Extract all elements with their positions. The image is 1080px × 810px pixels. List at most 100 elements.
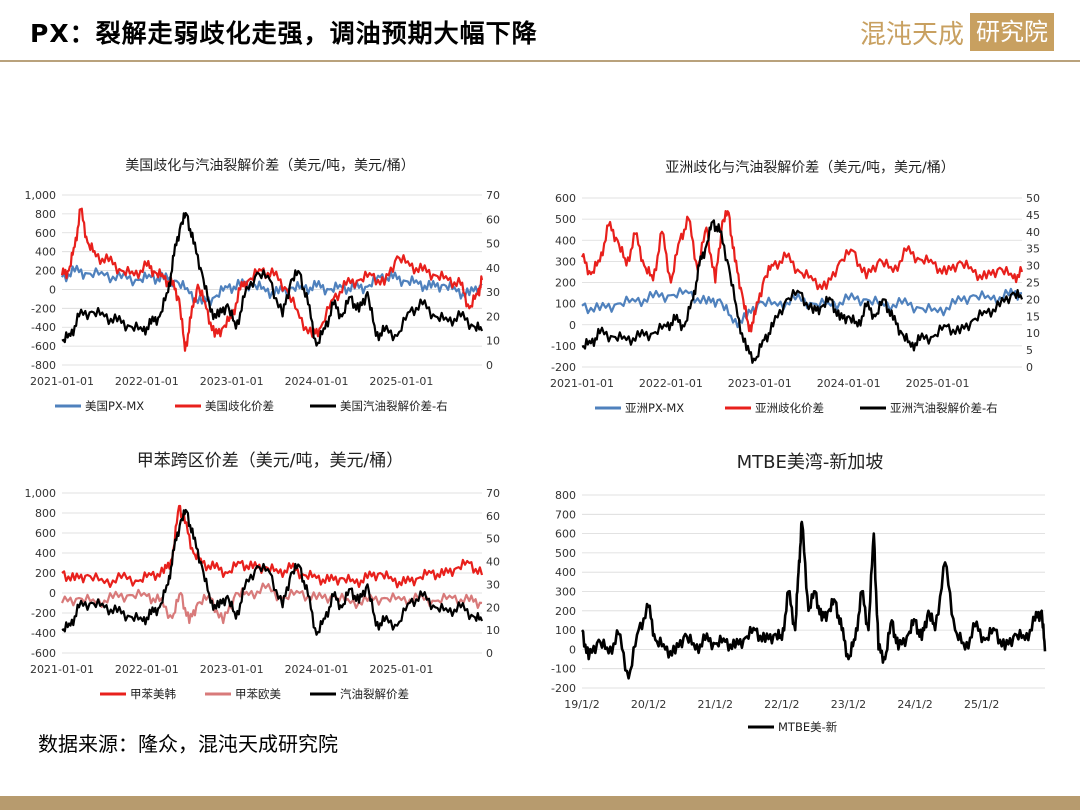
- y-tick-label-left: 0: [569, 319, 576, 332]
- y-tick-label-left: -400: [31, 627, 56, 640]
- chart-svg-us: 美国歧化与汽油裂解价差（美元/吨，美元/桶） -800 -600 -400 -200 0 2…: [25, 158, 501, 413]
- x-tick-label: 2021-01-01: [30, 375, 94, 388]
- y-tick-label-right: 45: [1026, 209, 1040, 222]
- data-source-note: 数据来源：隆众，混沌天成研究院: [38, 732, 338, 756]
- y-tick-label-right: 40: [486, 556, 500, 569]
- y-tick-label-left: -200: [31, 302, 56, 315]
- chart-svg-toluene: 甲苯跨区价差（美元/吨，美元/桶）-600-400-20002004006008…: [25, 451, 501, 701]
- y-tick-label-right: 25: [1026, 277, 1040, 290]
- x-tick-label: 20/1/2: [631, 698, 666, 711]
- x-tick-label: 2024-01-01: [817, 377, 881, 390]
- y-tick-label-left: 600: [555, 528, 576, 541]
- y-tick-label-right: 5: [1026, 344, 1033, 357]
- y-tick-label-left: 100: [555, 298, 576, 311]
- x-tick-label: 2022-01-01: [639, 377, 703, 390]
- series-line-asia-2: [581, 219, 1024, 364]
- x-tick-label: 2022-01-01: [115, 663, 179, 676]
- series-line-us-0: [61, 264, 483, 307]
- x-tick-label: 2024-01-01: [285, 663, 349, 676]
- legend-label: 汽油裂解价差: [340, 687, 409, 701]
- series-line-toluene-0: [61, 504, 484, 589]
- y-tick-label-left: 500: [555, 213, 576, 226]
- y-tick-label-left: 600: [35, 527, 56, 540]
- y-tick-label-left: 400: [555, 234, 576, 247]
- x-tick-label: 2025-01-01: [369, 663, 433, 676]
- chart-svg-asia: 亚洲歧化与汽油裂解价差（美元/吨，美元/桶）-200-1000100200300…: [550, 160, 1040, 415]
- chart-title: MTBE美湾-新加坡: [737, 452, 884, 473]
- y-tick-label-right: 50: [486, 238, 500, 251]
- y-tick-label-left: -200: [551, 682, 576, 695]
- y-tick-label-right: 30: [1026, 260, 1040, 273]
- y-tick-label-right: 50: [486, 533, 500, 546]
- y-tick-label-left: 300: [555, 586, 576, 599]
- y-tick-label-right: 0: [486, 647, 493, 660]
- chart-svg-mtbe: MTBE美湾-新加坡 -200 -100 0 100 200 300 400 500 600 700…: [551, 452, 1047, 734]
- x-tick-label: 2023-01-01: [200, 663, 264, 676]
- y-tick-label-left: 500: [555, 547, 576, 560]
- y-tick-label-left: -600: [31, 340, 56, 353]
- x-tick-label: 25/1/2: [964, 698, 999, 711]
- y-tick-label-left: 200: [35, 265, 56, 278]
- y-tick-label-left: 200: [555, 605, 576, 618]
- y-tick-label-left: -200: [31, 607, 56, 620]
- y-tick-label-right: 40: [1026, 226, 1040, 239]
- chart-asia-disproportionation: 亚洲歧化与汽油裂解价差（美元/吨，美元/桶） -200 -100 0 100 200 300…: [540, 140, 1080, 430]
- y-tick-label-right: 50: [1026, 192, 1040, 205]
- chart-mtbe-spread: MTBE美湾-新加坡 -200 -100 0 100 200 300 400 500 600 700…: [540, 440, 1080, 740]
- legend-label: 甲苯美韩: [130, 687, 176, 701]
- y-tick-label-left: -100: [551, 663, 576, 676]
- logo-text-right: 研究院: [970, 13, 1054, 51]
- y-tick-label-left: -400: [31, 321, 56, 334]
- legend-label: 亚洲汽油裂解价差-右: [890, 401, 998, 415]
- y-tick-label-left: 300: [555, 255, 576, 268]
- y-tick-label-left: 1,000: [25, 487, 57, 500]
- y-tick-label-left: 600: [35, 227, 56, 240]
- x-tick-label: 2022-01-01: [115, 375, 179, 388]
- y-tick-label-left: 400: [35, 547, 56, 560]
- y-tick-label-right: 10: [1026, 327, 1040, 340]
- y-tick-label-right: 70: [486, 189, 500, 202]
- legend-label: 亚洲歧化价差: [755, 401, 824, 415]
- y-tick-label-left: 0: [569, 643, 576, 656]
- chart-title: 亚洲歧化与汽油裂解价差（美元/吨，美元/桶）: [665, 160, 954, 176]
- y-tick-label-left: 800: [35, 208, 56, 221]
- legend-label: 美国汽油裂解价差-右: [340, 399, 448, 413]
- y-tick-label-left: -600: [31, 647, 56, 660]
- x-tick-label: 2025-01-01: [906, 377, 970, 390]
- y-tick-label-right: 35: [1026, 243, 1040, 256]
- y-tick-label-right: 30: [486, 578, 500, 591]
- series-line-us-1: [60, 207, 484, 352]
- x-tick-label: 2023-01-01: [200, 375, 264, 388]
- page-title: PX：裂解走弱歧化走强，调油预期大幅下降: [30, 19, 538, 48]
- series-line-asia-1: [581, 210, 1024, 333]
- series-line-mtbe-0: [580, 520, 1047, 680]
- legend-label: 美国PX-MX: [85, 399, 144, 413]
- y-tick-label-right: 10: [486, 335, 500, 348]
- x-tick-label: 21/1/2: [698, 698, 733, 711]
- company-logo: 混沌天成 研究院: [860, 12, 1054, 52]
- y-tick-label-right: 20: [486, 310, 500, 323]
- y-tick-label-left: 600: [555, 192, 576, 205]
- y-tick-label-right: 0: [486, 359, 493, 372]
- chart-title: 甲苯跨区价差（美元/吨，美元/桶）: [137, 451, 403, 471]
- header-divider: [0, 60, 1080, 62]
- x-tick-label: 2024-01-01: [285, 375, 349, 388]
- y-tick-label-left: 800: [35, 507, 56, 520]
- series-line-asia-0: [581, 287, 1023, 329]
- footer-bar: [0, 796, 1080, 810]
- x-tick-label: 2025-01-01: [369, 375, 433, 388]
- y-tick-label-left: 800: [555, 489, 576, 502]
- y-tick-label-right: 15: [1026, 310, 1040, 323]
- y-tick-label-right: 60: [486, 213, 500, 226]
- series-line-toluene-2: [61, 508, 484, 636]
- y-tick-label-left: 700: [555, 508, 576, 521]
- x-tick-label: 19/1/2: [564, 698, 599, 711]
- chart-toluene-spread: 甲苯跨区价差（美元/吨，美元/桶） -600 -400 -200 0 200 400 600 8…: [0, 440, 540, 720]
- y-tick-label-left: 0: [49, 587, 56, 600]
- y-tick-label-left: -200: [551, 361, 576, 374]
- x-tick-label: 22/1/2: [764, 698, 799, 711]
- y-tick-label-right: 40: [486, 262, 500, 275]
- x-tick-label: 2021-01-01: [30, 663, 94, 676]
- x-tick-label: 23/1/2: [831, 698, 866, 711]
- y-tick-label-left: 400: [555, 566, 576, 579]
